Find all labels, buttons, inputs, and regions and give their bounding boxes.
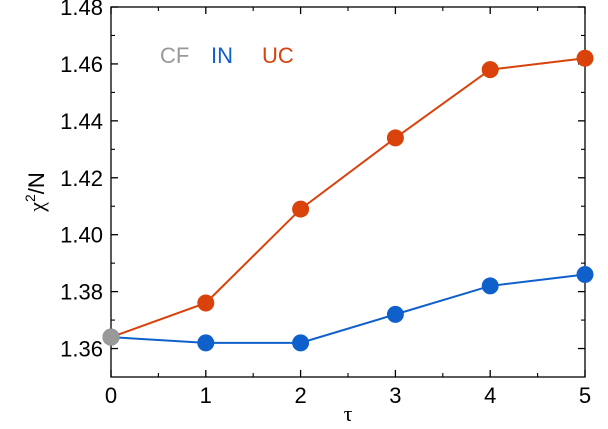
y-tick-label: 1.44 xyxy=(60,109,103,134)
data-point-cf xyxy=(102,328,120,346)
series-lines xyxy=(110,57,586,344)
x-tick-label: 4 xyxy=(484,383,496,408)
y-tick-label: 1.46 xyxy=(60,52,103,77)
x-tick-label: 0 xyxy=(105,383,117,408)
y-tick-label: 1.38 xyxy=(60,280,103,305)
data-point-uc xyxy=(197,294,215,312)
x-tick-label: 2 xyxy=(294,383,306,408)
x-tick-label: 1 xyxy=(200,383,212,408)
x-axis-title: τ xyxy=(344,401,353,426)
data-point-uc xyxy=(576,49,594,67)
y-tick-labels: 1.36 1.38 1.40 1.42 1.44 1.46 1.48 xyxy=(60,0,103,362)
legend-cf: CF xyxy=(160,43,189,68)
y-tick-label: 1.40 xyxy=(60,223,103,248)
legend: CF IN UC xyxy=(160,43,294,68)
x-tick-label: 5 xyxy=(579,383,591,408)
y-axis-title: χ2/N xyxy=(22,172,49,213)
y-axis-title-sup: 2 xyxy=(22,194,38,202)
data-point-in xyxy=(481,277,499,295)
data-point-uc xyxy=(386,129,404,147)
y-tick-label: 1.48 xyxy=(60,0,103,20)
data-point-uc xyxy=(481,61,499,79)
legend-in: IN xyxy=(211,43,233,68)
x-tick-labels: 0 1 2 3 4 5 xyxy=(105,383,591,408)
y-axis-title-rest: /N xyxy=(24,172,49,194)
series-points xyxy=(102,49,594,352)
y-axis-title-chi: χ xyxy=(24,202,49,213)
legend-uc: UC xyxy=(262,43,294,68)
data-point-in xyxy=(292,334,310,352)
data-point-in xyxy=(386,305,404,323)
y-tick-label: 1.42 xyxy=(60,166,103,191)
data-point-in xyxy=(576,266,594,284)
data-point-uc xyxy=(292,200,310,218)
y-tick-label: 1.36 xyxy=(60,337,103,362)
data-point-in xyxy=(197,334,215,352)
series-line-uc xyxy=(110,57,586,339)
series-line-in xyxy=(110,273,586,344)
x-tick-label: 3 xyxy=(389,383,401,408)
